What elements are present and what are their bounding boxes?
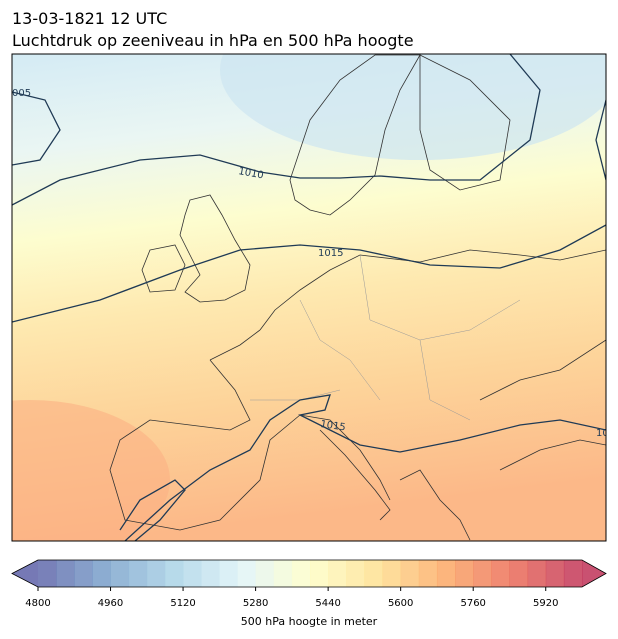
colorbar-segment bbox=[364, 560, 384, 587]
colorbar-segment bbox=[273, 560, 293, 587]
colorbar-tick-label: 5600 bbox=[388, 598, 413, 609]
colorbar-segment bbox=[346, 560, 365, 587]
colorbar-segment bbox=[38, 560, 57, 587]
colorbar-tick-label: 4800 bbox=[25, 598, 50, 609]
colorbar-outline bbox=[11, 559, 607, 588]
colorbar-segment bbox=[219, 560, 238, 587]
contour-label: 005 bbox=[12, 88, 31, 99]
colorbar-segment bbox=[400, 560, 420, 587]
map-frame bbox=[11, 53, 607, 542]
colorbar-segment bbox=[164, 560, 184, 587]
contour-label: 1015 bbox=[596, 428, 618, 439]
colorbar-tick-label: 5120 bbox=[170, 598, 195, 609]
colorbar-segment bbox=[56, 560, 75, 587]
colorbar-segment bbox=[255, 560, 275, 587]
colorbar-segment bbox=[183, 560, 202, 587]
colorbar-segment bbox=[527, 560, 547, 587]
colorbar-tick-label: 5920 bbox=[533, 598, 558, 609]
colorbar-segment bbox=[74, 560, 93, 587]
colorbar-segment bbox=[237, 560, 257, 587]
colorbar-tick-label: 5280 bbox=[243, 598, 268, 609]
colorbar-segment bbox=[418, 560, 438, 587]
colorbar-tick-label: 4960 bbox=[98, 598, 123, 609]
colorbar-segment bbox=[436, 560, 456, 587]
colorbar-segment bbox=[473, 560, 492, 587]
colorbar-tick-label: 5760 bbox=[460, 598, 485, 609]
colorbar-segment bbox=[128, 560, 148, 587]
colorbar-segment bbox=[382, 560, 402, 587]
subtitle: Luchtdruk op zeeniveau in hPa en 500 hPa… bbox=[12, 31, 414, 50]
colorbar-segment bbox=[509, 560, 529, 587]
colorbar-segment bbox=[146, 560, 166, 587]
colorbar-segment bbox=[328, 560, 347, 587]
colorbar-segment bbox=[110, 560, 130, 587]
contour-label: 1015 bbox=[318, 248, 343, 259]
contour-label: 1015 bbox=[320, 419, 347, 433]
title: 13-03-1821 12 UTC bbox=[12, 9, 167, 28]
colorbar-segment bbox=[491, 560, 510, 587]
colorbar-extend-high bbox=[582, 560, 606, 587]
colorbar: 4800 4960 5120 5280 5440 5600 5760 5920 bbox=[11, 559, 607, 609]
contour-label: 1010 bbox=[237, 166, 264, 181]
colorbar-segment bbox=[455, 560, 474, 587]
colorbar-segment bbox=[201, 560, 220, 587]
colorbar-tick-label: 5440 bbox=[315, 598, 340, 609]
colorbar-segment bbox=[563, 560, 583, 587]
colorbar-segment bbox=[545, 560, 565, 587]
colorbar-label: 500 hPa hoogte in meter bbox=[241, 615, 378, 628]
colorbar-extend-low bbox=[12, 560, 38, 587]
map: 005 1010 1015 1015 1015 bbox=[12, 54, 618, 541]
colorbar-segment bbox=[291, 560, 311, 587]
colorbar-segment bbox=[92, 560, 112, 587]
colorbar-segment bbox=[310, 560, 329, 587]
